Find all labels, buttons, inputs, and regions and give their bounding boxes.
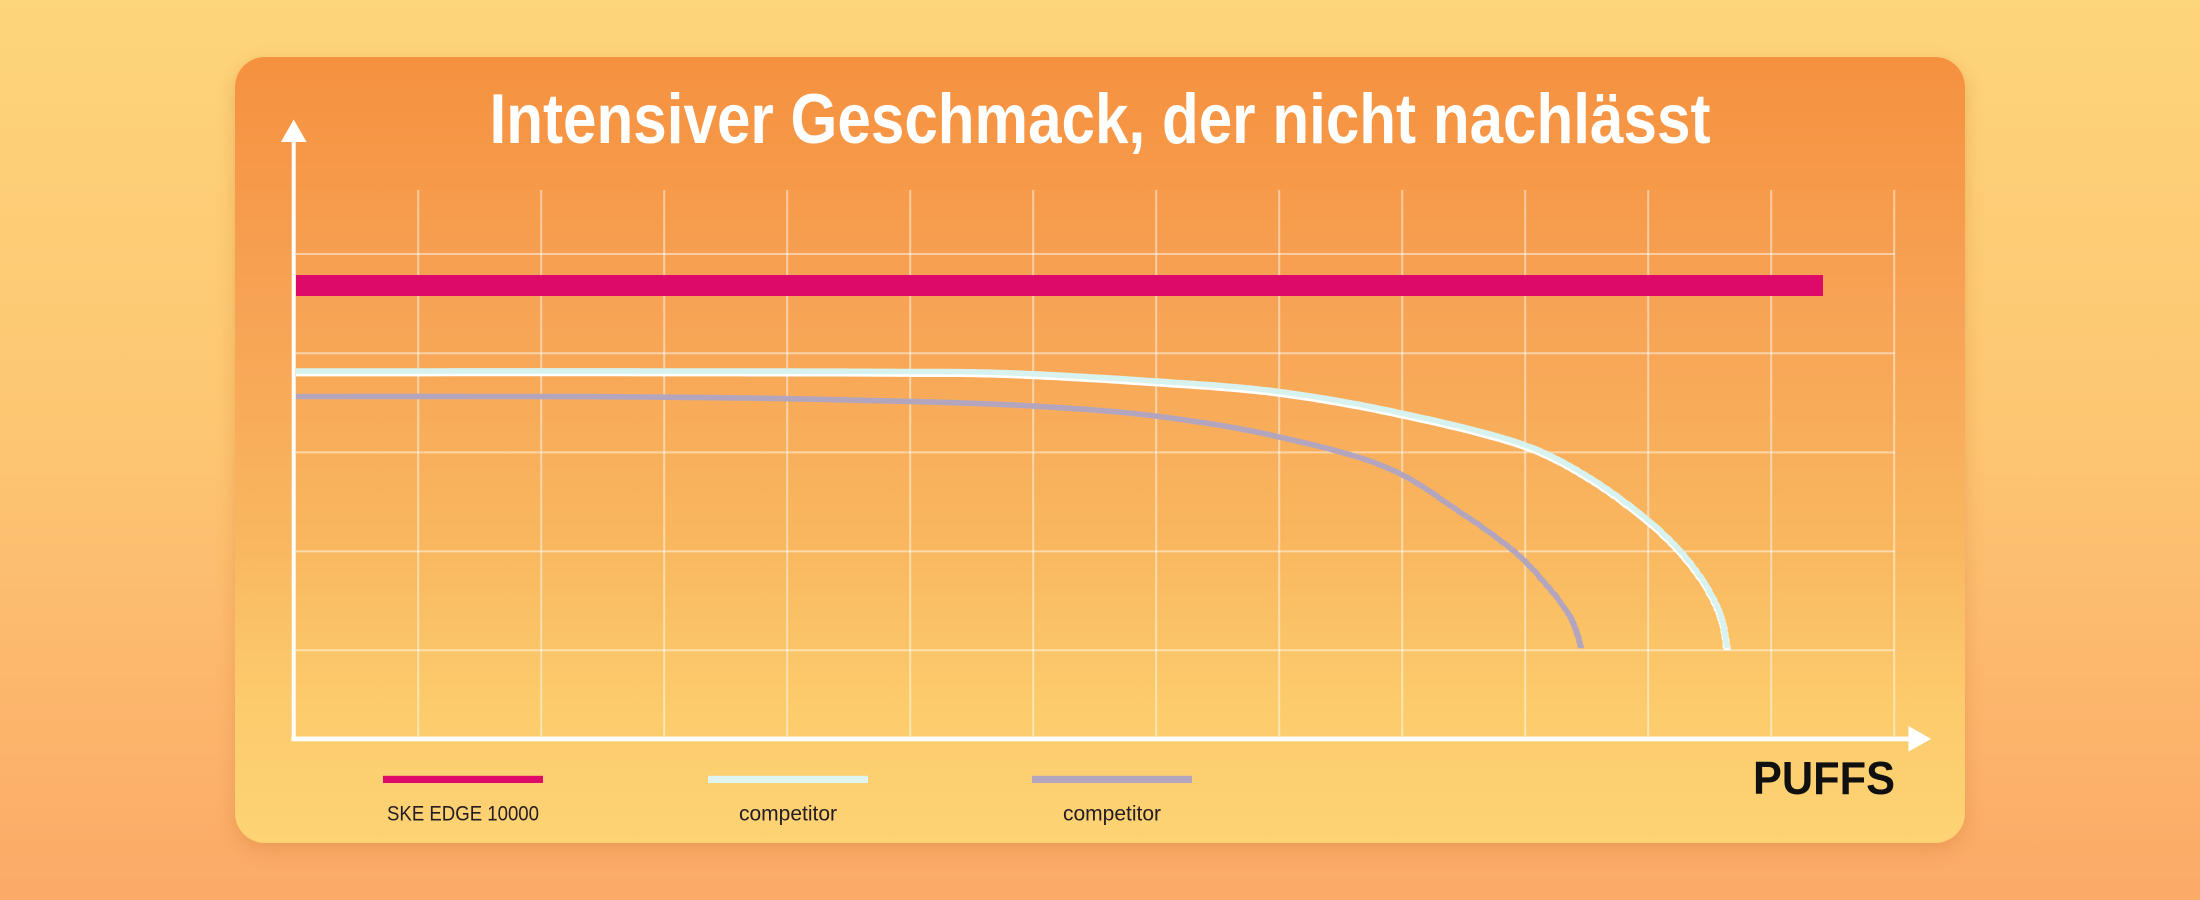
svg-text:Intensiver Geschmack, der nich: Intensiver Geschmack, der nicht nachläss… [490, 79, 1711, 158]
svg-text:SKE EDGE 10000: SKE EDGE 10000 [387, 803, 539, 826]
svg-text:competitor: competitor [1063, 803, 1161, 826]
svg-text:PUFFS: PUFFS [1753, 752, 1895, 804]
svg-text:competitor: competitor [739, 803, 837, 826]
